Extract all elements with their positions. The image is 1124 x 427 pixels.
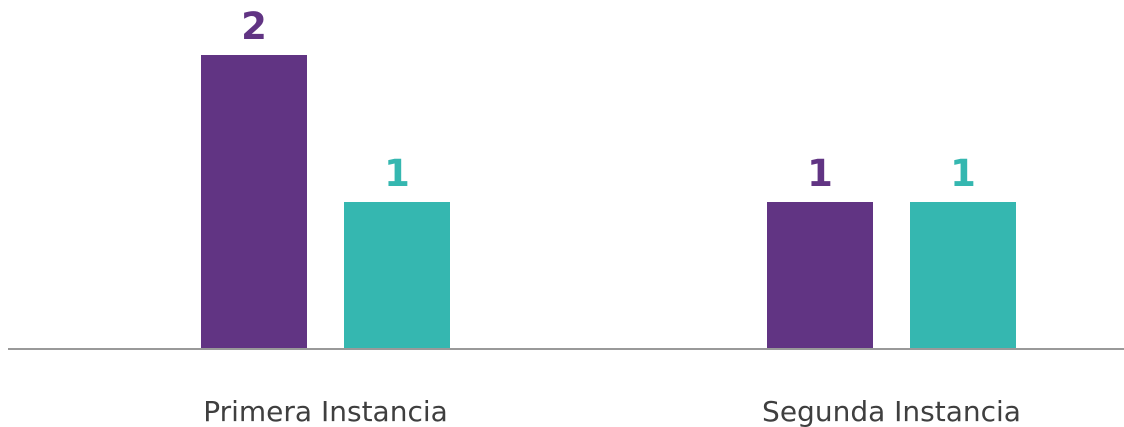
bar-2-series-1 (767, 202, 873, 349)
bar-1-series-1 (201, 55, 307, 349)
bars-group (201, 55, 1016, 349)
value-label-2-series-2: 1 (950, 152, 976, 195)
bar-2-series-2 (910, 202, 1016, 349)
category-label-2: Segunda Instancia (762, 395, 1021, 427)
value-label-2-series-1: 1 (807, 152, 833, 195)
value-label-1-series-2: 1 (384, 152, 410, 195)
bar-1-series-2 (344, 202, 450, 349)
value-label-1-series-1: 2 (241, 5, 267, 48)
category-label-1: Primera Instancia (203, 395, 448, 427)
value-labels-group: 2 1 1 1 (241, 5, 976, 195)
category-labels-group: Primera Instancia Segunda Instancia (203, 395, 1021, 427)
